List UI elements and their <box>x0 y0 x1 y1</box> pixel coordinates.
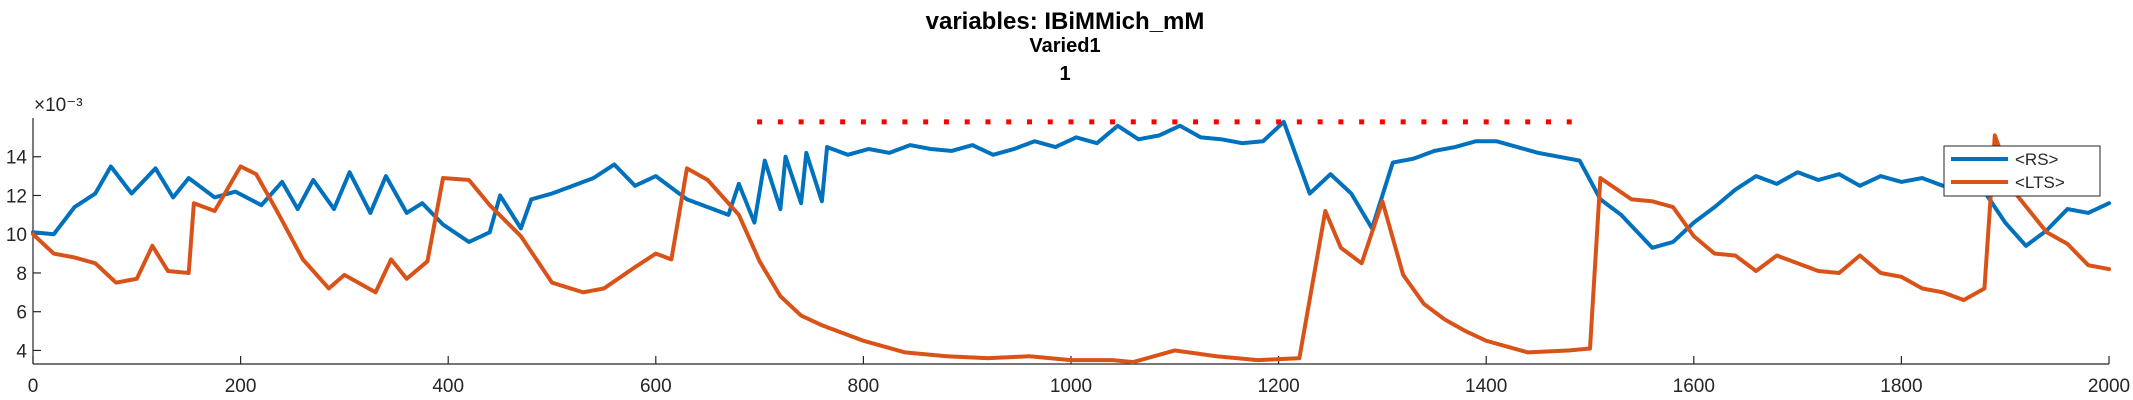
series-line-rs <box>31 119 2111 250</box>
plot-area <box>33 118 2109 364</box>
y-tick-label: 4 <box>16 341 27 362</box>
raster-marker <box>1504 119 1510 125</box>
raster-marker <box>1151 119 1157 125</box>
x-tick-label: 400 <box>432 376 464 397</box>
y-tick-label: 6 <box>16 303 27 324</box>
raster-marker <box>1089 119 1095 125</box>
raster-marker <box>923 119 929 125</box>
chart-subtitle-line1: Varied1 <box>1029 35 1100 57</box>
x-tick-label: 1200 <box>1257 376 1299 397</box>
raster-marker <box>1255 119 1261 125</box>
raster-marker <box>881 119 887 125</box>
series-layer <box>31 119 2111 365</box>
chart-title: variables: IBiMMich_mM <box>926 8 1205 35</box>
raster-marker <box>1317 119 1323 125</box>
y-tick-label: 8 <box>16 264 27 285</box>
raster-marker <box>1026 119 1032 125</box>
raster-marker <box>902 119 908 125</box>
x-tick-label: 1000 <box>1050 376 1092 397</box>
x-tick-label: 2000 <box>2088 376 2130 397</box>
raster-marker <box>1400 119 1406 125</box>
raster-marker <box>1296 119 1302 125</box>
y-axis-ticks: 4 6 8 10 12 14 <box>6 148 41 362</box>
x-tick-label: 1800 <box>1880 376 1922 397</box>
legend: <RS> <LTS> <box>1943 145 2101 197</box>
raster-marker <box>1338 119 1344 125</box>
x-axis-ticks: 0 200 400 600 800 1000 1200 1400 1600 1800 2000 <box>28 356 2130 397</box>
raster-marker <box>1047 119 1053 125</box>
raster-marker <box>1213 119 1219 125</box>
raster-marker <box>840 119 846 125</box>
legend-label-rs: <RS> <box>2015 150 2059 169</box>
raster-marker <box>1483 119 1489 125</box>
raster-marker <box>943 119 949 125</box>
raster-marker <box>1006 119 1012 125</box>
raster-marker <box>1172 119 1178 125</box>
raster-marker <box>1566 119 1572 125</box>
raster-marker <box>1379 119 1385 125</box>
raster-marker <box>1421 119 1427 125</box>
raster-marker <box>860 119 866 125</box>
x-tick-label: 1400 <box>1465 376 1507 397</box>
raster-marker <box>777 119 783 125</box>
x-tick-label: 0 <box>28 376 39 397</box>
y-tick-label: 12 <box>6 186 27 207</box>
raster-marker <box>1525 119 1531 125</box>
raster-marker <box>1130 119 1136 125</box>
raster-marker <box>1359 119 1365 125</box>
raster-marker <box>1234 119 1240 125</box>
raster-marker <box>798 119 804 125</box>
x-tick-label: 800 <box>848 376 880 397</box>
legend-box <box>1943 145 2101 197</box>
x-tick-label: 200 <box>225 376 257 397</box>
raster-marker <box>819 119 825 125</box>
x-tick-label: 600 <box>640 376 672 397</box>
x-tick-label: 1600 <box>1673 376 1715 397</box>
raster-marker <box>757 119 763 125</box>
chart-subtitle-line2: 1 <box>1059 63 1070 85</box>
raster-marker <box>1068 119 1074 125</box>
y-tick-label: 10 <box>6 225 27 246</box>
raster-marker <box>985 119 991 125</box>
raster-markers <box>757 119 1572 125</box>
raster-marker <box>1545 119 1551 125</box>
raster-marker <box>1193 119 1199 125</box>
series-line-lts <box>31 133 2111 365</box>
raster-marker <box>1442 119 1448 125</box>
raster-marker <box>1276 119 1282 125</box>
y-tick-label: 14 <box>6 148 28 169</box>
legend-label-lts: <LTS> <box>2015 173 2065 192</box>
raster-marker <box>1462 119 1468 125</box>
raster-marker <box>1110 119 1116 125</box>
raster-marker <box>964 119 970 125</box>
y-axis-exponent-label: ×10⁻³ <box>34 95 83 116</box>
